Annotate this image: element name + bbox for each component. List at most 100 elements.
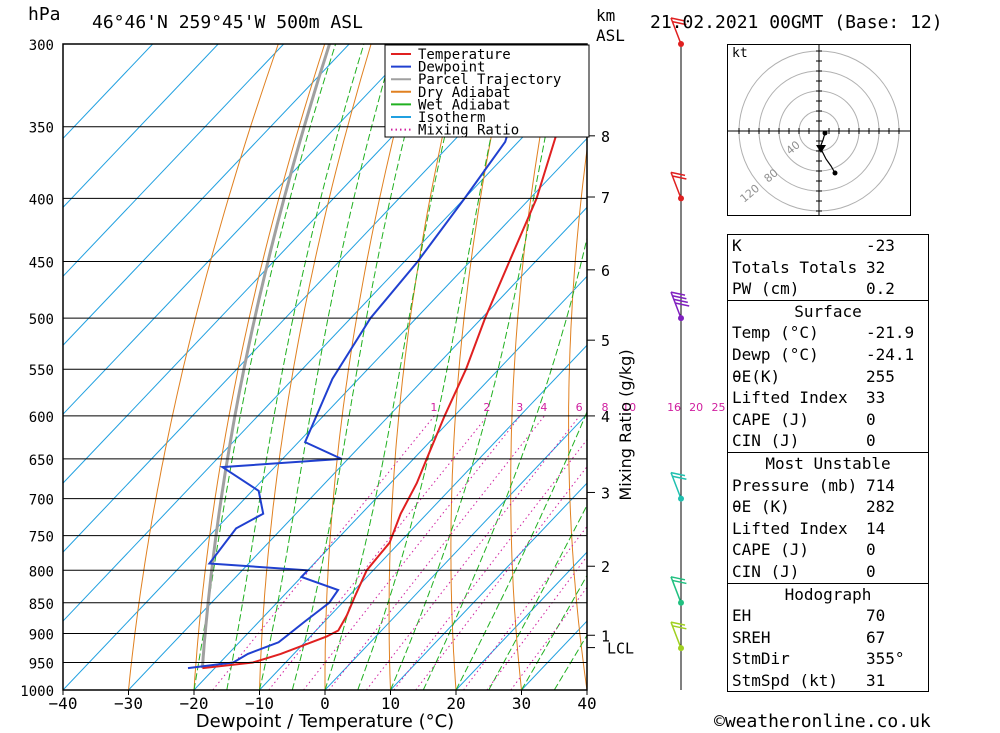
index-label: θE(K)	[732, 366, 781, 386]
legend-box	[384, 44, 590, 138]
hodograph-trace	[820, 132, 836, 174]
isotherm-line	[193, 275, 587, 690]
wind-barb-feather	[672, 625, 687, 630]
dry-adiabat-line	[679, 44, 718, 690]
index-row: CAPE (J) 0	[728, 539, 928, 561]
isotherm-line	[63, 44, 481, 484]
isotherm-line	[455, 551, 587, 690]
x-axis-label: Dewpoint / Temperature (°C)	[196, 711, 454, 732]
index-row: PW (cm) 0.2	[728, 278, 928, 300]
index-value: 0	[866, 431, 876, 451]
section-title: Hodograph	[728, 582, 928, 606]
mixing-ratio-label: 8	[602, 401, 609, 414]
hodograph-unit: kt	[732, 46, 748, 61]
index-row: θE(K) 255	[728, 366, 928, 388]
pressure-tick-label: 900	[29, 627, 54, 643]
wind-barb-feather	[670, 576, 686, 581]
index-label: Pressure (mb)	[732, 475, 858, 495]
legend-label: Wet Adiabat	[418, 97, 511, 113]
index-value: 282	[866, 497, 895, 517]
pressure-tick-label: 450	[29, 256, 54, 272]
hodograph-ring-label: 80	[762, 166, 781, 185]
index-row: Temp (°C) -21.9	[728, 322, 928, 344]
x-tick-label: 10	[381, 694, 400, 713]
dry-adiabat-line	[928, 44, 1000, 690]
mixing-ratio-label: 4	[540, 401, 547, 414]
index-value: 0.2	[866, 279, 895, 299]
index-value: 255	[866, 366, 895, 386]
pressure-tick-label: 650	[29, 453, 54, 469]
index-label: Lifted Index	[732, 388, 848, 408]
km-tick-label: 6	[601, 262, 610, 280]
index-label: EH	[732, 606, 752, 626]
x-tick-label: 20	[446, 694, 465, 713]
hodograph-point	[832, 170, 838, 176]
plot-frame	[62, 43, 588, 691]
legend-label: Dry Adiabat	[418, 85, 511, 101]
isotherm-line	[63, 137, 587, 690]
km-label: km	[596, 6, 616, 25]
index-value: 14	[866, 518, 886, 538]
legend-label: Mixing Ratio	[418, 123, 519, 139]
index-row: Dewp (°C) -24.1	[728, 344, 928, 366]
km-tick-label: 8	[601, 128, 610, 146]
pressure-tick-label: 1000	[20, 684, 54, 700]
mixing-ratio-label: 16	[667, 401, 681, 414]
index-label: Lifted Index	[732, 518, 848, 538]
pressure-tick-label: 800	[29, 564, 54, 580]
index-label: CAPE (J)	[732, 409, 810, 429]
pressure-tick-label: 550	[29, 363, 54, 379]
index-value: 70	[866, 606, 886, 626]
index-label: CIN (J)	[732, 561, 800, 581]
wind-barb-feather	[672, 579, 687, 585]
wet-adiabat-line	[291, 44, 429, 690]
mixing-ratio-label: 2	[483, 401, 490, 414]
pressure-tick-label: 700	[29, 493, 54, 509]
dry-adiabat-line	[259, 44, 372, 690]
location-title: 46°46'N 259°45'W 500m ASL	[92, 12, 363, 33]
index-row: EH 70	[728, 605, 928, 627]
wet-adiabat-line	[455, 410, 587, 690]
index-value: 67	[866, 627, 886, 647]
km-tick-label: 1	[601, 627, 610, 645]
index-value: 33	[866, 388, 886, 408]
wind-barb-feather	[672, 175, 687, 180]
index-row: StmSpd (kt) 31	[728, 670, 928, 692]
section-title: Surface	[728, 299, 928, 323]
x-tick-label: 40	[577, 694, 596, 713]
wind-barb-feather	[670, 17, 686, 22]
copyright: ©weatheronline.co.uk	[714, 711, 931, 732]
mixing-ratio-line	[366, 415, 580, 690]
storm-motion-marker	[816, 145, 826, 153]
mixing-ratio-label: 1	[430, 401, 437, 414]
wind-barb-feather	[670, 291, 686, 296]
index-value: 0	[866, 561, 876, 581]
pressure-tick-label: 300	[29, 38, 54, 54]
temperature-profile-line	[202, 72, 587, 670]
index-value: 32	[866, 257, 886, 277]
hodograph-ring-label: 120	[738, 182, 762, 205]
index-value: 714	[866, 475, 895, 495]
pressure-tick-label: 500	[29, 312, 54, 328]
wind-barb-feather	[672, 20, 687, 26]
index-row: Lifted Index 14	[728, 518, 928, 540]
hodograph-point	[822, 130, 828, 136]
index-row: θE (K) 282	[728, 496, 928, 518]
km-tick-label: 5	[601, 332, 610, 350]
wind-barb-feather	[672, 294, 687, 300]
pressure-tick-label: 950	[29, 656, 54, 672]
isotherm-line	[63, 44, 416, 415]
hodograph: kt 40 80 120	[727, 44, 911, 216]
x-tick-label: −40	[49, 694, 78, 713]
isotherm-line	[324, 413, 587, 690]
dry-adiabat-line	[568, 146, 587, 690]
dry-adiabat-line	[975, 44, 1000, 690]
asl-label: ASL	[596, 26, 625, 45]
pressure-tick-label: 600	[29, 410, 54, 426]
isotherm-line	[63, 44, 285, 278]
wind-barb-feather	[672, 475, 687, 480]
mixing-ratio-label: 10	[622, 401, 636, 414]
mixing-ratio-line	[212, 415, 435, 690]
km-tick-label: 7	[601, 189, 610, 207]
